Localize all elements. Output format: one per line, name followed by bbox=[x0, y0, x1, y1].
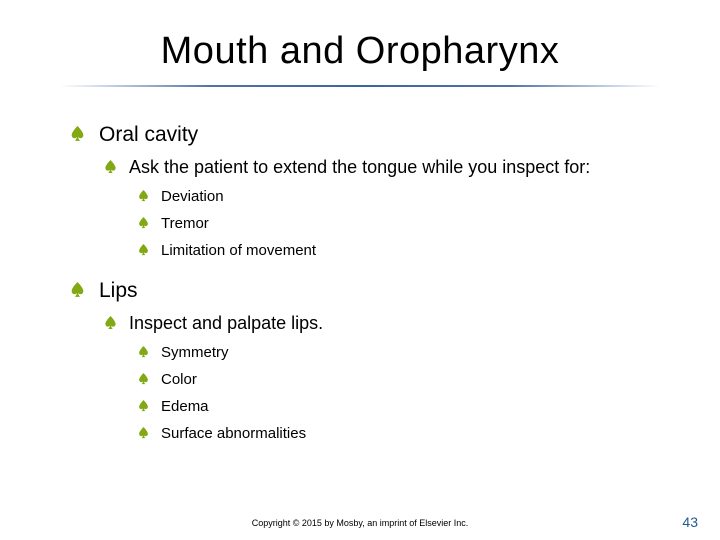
list-item-label: Tremor bbox=[161, 215, 209, 232]
slide-title: Mouth and Oropharynx bbox=[60, 30, 660, 73]
spade-bullet-icon bbox=[138, 400, 149, 412]
spade-bullet-icon bbox=[70, 126, 85, 142]
title-area: Mouth and Oropharynx bbox=[0, 0, 720, 97]
list-item: Deviation bbox=[138, 188, 650, 205]
list-item: Inspect and palpate lips. bbox=[104, 313, 650, 334]
copyright-footer: Copyright © 2015 by Mosby, an imprint of… bbox=[0, 518, 720, 528]
list-item-label: Edema bbox=[161, 398, 209, 415]
list-item-label: Limitation of movement bbox=[161, 242, 316, 259]
list-item: Surface abnormalities bbox=[138, 425, 650, 442]
list-item-label: Lips bbox=[99, 279, 138, 303]
spade-bullet-icon bbox=[138, 244, 149, 256]
list-item: Limitation of movement bbox=[138, 242, 650, 259]
spade-bullet-icon bbox=[138, 427, 149, 439]
spade-bullet-icon bbox=[138, 346, 149, 358]
list-item: Color bbox=[138, 371, 650, 388]
list-item-label: Symmetry bbox=[161, 344, 229, 361]
spade-bullet-icon bbox=[138, 217, 149, 229]
list-item: Oral cavity bbox=[70, 123, 650, 147]
list-item-label: Oral cavity bbox=[99, 123, 198, 147]
list-item-label: Surface abnormalities bbox=[161, 425, 306, 442]
title-underline bbox=[60, 85, 660, 87]
spade-bullet-icon bbox=[138, 190, 149, 202]
spade-bullet-icon bbox=[138, 373, 149, 385]
list-item: Ask the patient to extend the tongue whi… bbox=[104, 157, 650, 178]
list-item: Tremor bbox=[138, 215, 650, 232]
spade-bullet-icon bbox=[104, 316, 117, 330]
spade-bullet-icon bbox=[104, 160, 117, 174]
list-item-label: Color bbox=[161, 371, 197, 388]
spade-bullet-icon bbox=[70, 282, 85, 298]
list-item-label: Deviation bbox=[161, 188, 224, 205]
list-item-label: Inspect and palpate lips. bbox=[129, 313, 323, 334]
content-area: Oral cavity Ask the patient to extend th… bbox=[0, 97, 720, 442]
slide: Mouth and Oropharynx Oral cavity Ask the… bbox=[0, 0, 720, 540]
page-number: 43 bbox=[682, 514, 698, 530]
list-item: Lips bbox=[70, 279, 650, 303]
list-item: Edema bbox=[138, 398, 650, 415]
list-item-label: Ask the patient to extend the tongue whi… bbox=[129, 157, 590, 178]
list-item: Symmetry bbox=[138, 344, 650, 361]
